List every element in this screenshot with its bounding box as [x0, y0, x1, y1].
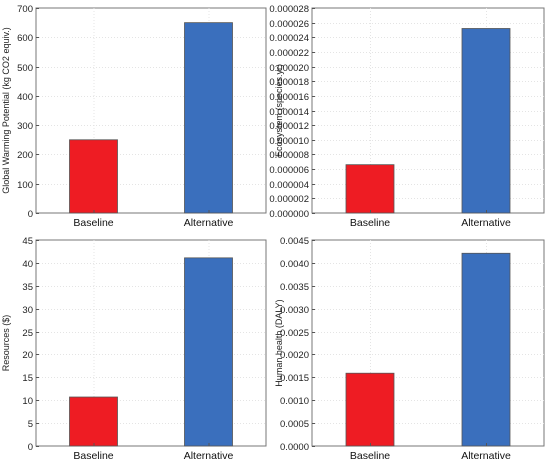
y-tick-label: 500	[17, 63, 33, 74]
y-tick-label: 0.000018	[269, 77, 309, 88]
y-tick-label: 0.0005	[280, 419, 309, 430]
chart-panel-gwp: 0 100 200 300 400 500 600 700 Baseline Alternativ…	[1, 4, 267, 229]
x-tick-label-alternative: Alternative	[461, 217, 511, 229]
y-tick-label: 5	[28, 419, 33, 430]
y-tick-label: 0.000002	[269, 194, 309, 205]
y-tick-label: 0	[28, 209, 33, 220]
y-tick-label: 0.0010	[280, 396, 309, 407]
y-tick-label: 25	[22, 328, 33, 339]
bar-alternative	[184, 257, 233, 447]
bar-baseline	[69, 396, 118, 447]
y-tick-label: 200	[17, 150, 33, 161]
y-tick-label: 0.000026	[269, 19, 309, 30]
y-tick-label: 400	[17, 92, 33, 103]
y-tick-label: 0.0035	[280, 282, 309, 293]
y-tick-label: 0.000014	[269, 107, 309, 118]
y-tick-label: 300	[17, 121, 33, 132]
y-tick-label: 35	[22, 282, 33, 293]
y-tick-label: 0.000008	[269, 150, 309, 161]
y-axis-label: Global Warming Potential (kg CO2 equiv.)	[1, 27, 11, 194]
y-tick-label: 0.0045	[280, 236, 309, 247]
y-tick-label: 0.000016	[269, 92, 309, 103]
y-tick-label: 0.000020	[269, 63, 309, 74]
y-tick-label: 0.0040	[280, 259, 309, 270]
y-tick-label: 100	[17, 180, 33, 191]
y-tick-label: 0.0000	[280, 442, 309, 453]
bar-alternative	[461, 28, 511, 214]
y-tick-label: 0.000010	[269, 136, 309, 147]
bar-alternative	[461, 252, 511, 447]
y-tick-label: 0.0025	[280, 328, 309, 339]
y-tick-label: 30	[22, 305, 33, 316]
y-tick-label: 0	[28, 442, 33, 453]
y-tick-label: 40	[22, 259, 33, 270]
y-tick-label: 0.0015	[280, 373, 309, 384]
y-tick-label: 20	[22, 350, 33, 361]
y-tick-label: 600	[17, 33, 33, 44]
y-tick-label: 45	[22, 236, 33, 247]
bar-alternative	[184, 22, 233, 214]
x-tick-label-alternative: Alternative	[461, 450, 511, 462]
y-tick-label: 0.000012	[269, 121, 309, 132]
x-tick-label-baseline: Baseline	[73, 217, 113, 229]
x-tick-label-baseline: Baseline	[73, 450, 113, 462]
x-tick-label-baseline: Baseline	[350, 450, 390, 462]
y-tick-label: 0.000000	[269, 209, 309, 220]
x-tick-label-alternative: Alternative	[184, 450, 234, 462]
y-tick-label: 10	[22, 396, 33, 407]
chart-panel-res: 0 5 10 15 20 25 30 35 40 45 Baseline Alternative Res…	[1, 236, 267, 462]
y-tick-label: 0.000006	[269, 165, 309, 176]
y-tick-label: 15	[22, 373, 33, 384]
y-tick-label: 0.000004	[269, 180, 309, 191]
bar-baseline	[69, 139, 118, 214]
y-tick-label: 0.000022	[269, 48, 309, 59]
bar-baseline	[345, 372, 395, 447]
y-tick-label: 0.000024	[269, 33, 309, 44]
bar-baseline	[345, 164, 395, 214]
y-tick-label: 0.0030	[280, 305, 309, 316]
y-axis-label: Resources ($)	[1, 315, 11, 372]
x-tick-label-alternative: Alternative	[184, 217, 234, 229]
y-axis-label: Human health (DALY)	[274, 299, 284, 386]
x-tick-label-baseline: Baseline	[350, 217, 390, 229]
y-axis-label: Ecosystem (species.yr)	[274, 64, 284, 157]
chart-panel-hh: 0.0000 0.0005 0.0010 0.0015 0.0020 0.0025 0.00…	[274, 236, 545, 462]
chart-panel-eco: 0.000000 0.000002 0.000004 0.000006 0.000008…	[269, 4, 545, 229]
y-tick-label: 0.000028	[269, 4, 309, 15]
y-tick-label: 700	[17, 4, 33, 15]
y-tick-label: 0.0020	[280, 350, 309, 361]
